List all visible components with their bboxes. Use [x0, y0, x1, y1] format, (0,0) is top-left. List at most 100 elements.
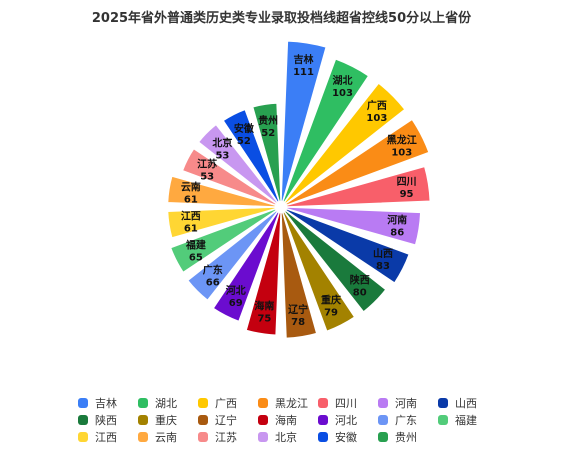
slice-北京[interactable]: [198, 124, 278, 204]
slice-label-四川: 四川: [397, 176, 417, 188]
legend-item-安徽[interactable]: 安徽: [318, 429, 378, 444]
slice-label-陕西: 陕西: [350, 274, 370, 287]
legend-item-吉林[interactable]: 吉林: [78, 395, 138, 410]
slice-value-陕西: 80: [353, 288, 367, 299]
slice-重庆[interactable]: [282, 211, 355, 332]
legend-item-辽宁[interactable]: 辽宁: [198, 412, 258, 427]
legend-swatch: [78, 414, 88, 425]
slice-云南[interactable]: [167, 175, 276, 208]
legend: 吉林 湖北 广西 黑龙江 四川 河南 山西陕西 重庆 辽宁 海南 河北 广东 福建江西 云南 江苏 北京 安徽 贵…: [78, 395, 498, 444]
slice-湖北[interactable]: [282, 58, 369, 203]
legend-label: 海南: [275, 413, 297, 427]
slice-value-河北: 69: [229, 298, 243, 309]
legend-swatch: [198, 431, 208, 442]
legend-swatch: [78, 431, 88, 442]
slice-label-湖北: 湖北: [333, 74, 353, 87]
slice-海南[interactable]: [245, 212, 282, 336]
legend-item-北京[interactable]: 北京: [258, 429, 318, 444]
slice-label-广西: 广西: [367, 99, 387, 112]
legend-label: 重庆: [155, 413, 177, 427]
slice-value-湖北: 103: [332, 88, 353, 99]
slice-黑龙江[interactable]: [285, 119, 430, 206]
slice-label-福建: 福建: [185, 238, 207, 251]
slice-山西[interactable]: [285, 208, 410, 284]
slice-吉林[interactable]: [280, 40, 327, 202]
legend-swatch: [318, 431, 328, 442]
slice-label-河南: 河南: [387, 213, 407, 226]
legend-swatch: [438, 397, 448, 408]
legend-swatch: [378, 397, 388, 408]
slice-value-河南: 86: [390, 227, 404, 238]
slice-value-北京: 53: [215, 150, 229, 161]
legend-label: 四川: [335, 396, 357, 410]
slice-label-重庆: 重庆: [321, 293, 341, 306]
legend-item-云南[interactable]: 云南: [138, 429, 198, 444]
legend-label: 陕西: [95, 413, 117, 427]
legend-label: 河北: [335, 413, 357, 427]
slice-value-贵州: 52: [261, 128, 275, 139]
legend-item-江西[interactable]: 江西: [78, 429, 138, 444]
legend-item-山西[interactable]: 山西: [438, 395, 498, 410]
legend-item-广东[interactable]: 广东: [378, 412, 438, 427]
legend-item-河北[interactable]: 河北: [318, 412, 378, 427]
slice-value-福建: 65: [189, 252, 203, 263]
legend-label: 湖北: [155, 396, 177, 410]
legend-item-贵州[interactable]: 贵州: [378, 429, 438, 444]
slice-安徽[interactable]: [222, 109, 280, 203]
slice-value-重庆: 79: [324, 307, 338, 318]
slice-江西[interactable]: [167, 206, 276, 239]
slice-label-江西: 江西: [181, 209, 201, 222]
legend-swatch: [78, 397, 88, 408]
slice-label-北京: 北京: [212, 136, 232, 149]
legend-item-湖北[interactable]: 湖北: [138, 395, 198, 410]
slice-四川[interactable]: [286, 166, 431, 208]
legend-item-四川[interactable]: 四川: [318, 395, 378, 410]
legend-item-海南[interactable]: 海南: [258, 412, 318, 427]
slice-河北[interactable]: [212, 211, 280, 322]
legend-swatch: [378, 431, 388, 442]
chart-title: 2025年省外普通类历史类专业录取投档线超省控线50分以上省份: [91, 11, 472, 26]
slice-label-云南: 云南: [181, 181, 201, 194]
slice-广西[interactable]: [284, 82, 406, 204]
legend-label: 江西: [95, 430, 117, 444]
slice-value-吉林: 111: [293, 67, 314, 78]
legend-item-河南[interactable]: 河南: [378, 395, 438, 410]
legend-item-陕西[interactable]: 陕西: [78, 412, 138, 427]
legend-item-江苏[interactable]: 江苏: [198, 429, 258, 444]
legend-swatch: [258, 397, 268, 408]
slice-label-安徽: 安徽: [234, 122, 255, 135]
legend-swatch: [198, 414, 208, 425]
slice-辽宁[interactable]: [280, 212, 318, 339]
legend-label: 安徽: [335, 430, 357, 444]
slice-value-山西: 83: [376, 261, 390, 272]
legend-label: 北京: [275, 430, 297, 444]
legend-swatch: [138, 414, 148, 425]
legend-item-广西[interactable]: 广西: [198, 395, 258, 410]
slice-value-四川: 95: [400, 189, 414, 200]
legend-label: 河南: [395, 396, 417, 410]
slice-河南[interactable]: [286, 206, 422, 246]
slice-value-安徽: 52: [237, 136, 251, 147]
chart-slices: [167, 40, 431, 339]
legend-swatch: [438, 414, 448, 425]
legend-item-黑龙江[interactable]: 黑龙江: [258, 395, 318, 410]
slice-陕西[interactable]: [284, 210, 387, 313]
slice-贵州[interactable]: [252, 102, 282, 202]
legend-label: 广东: [395, 413, 417, 427]
slice-label-贵州: 贵州: [258, 114, 278, 127]
legend-item-重庆[interactable]: 重庆: [138, 412, 198, 427]
slice-广东[interactable]: [187, 210, 278, 301]
slice-value-辽宁: 78: [291, 317, 305, 328]
legend-item-福建[interactable]: 福建: [438, 412, 498, 427]
legend-swatch: [198, 397, 208, 408]
legend-label: 黑龙江: [275, 396, 308, 410]
chart-labels: 吉林111湖北103广西103黑龙江103四川95河南86山西83陕西80重庆7…: [181, 53, 417, 328]
slice-value-云南: 61: [184, 195, 198, 206]
legend-label: 广西: [215, 396, 237, 410]
legend-label: 吉林: [95, 396, 117, 410]
slice-value-江苏: 53: [200, 171, 214, 182]
slice-江苏[interactable]: [182, 148, 277, 206]
slice-label-海南: 海南: [254, 300, 274, 313]
slice-福建[interactable]: [170, 208, 277, 273]
